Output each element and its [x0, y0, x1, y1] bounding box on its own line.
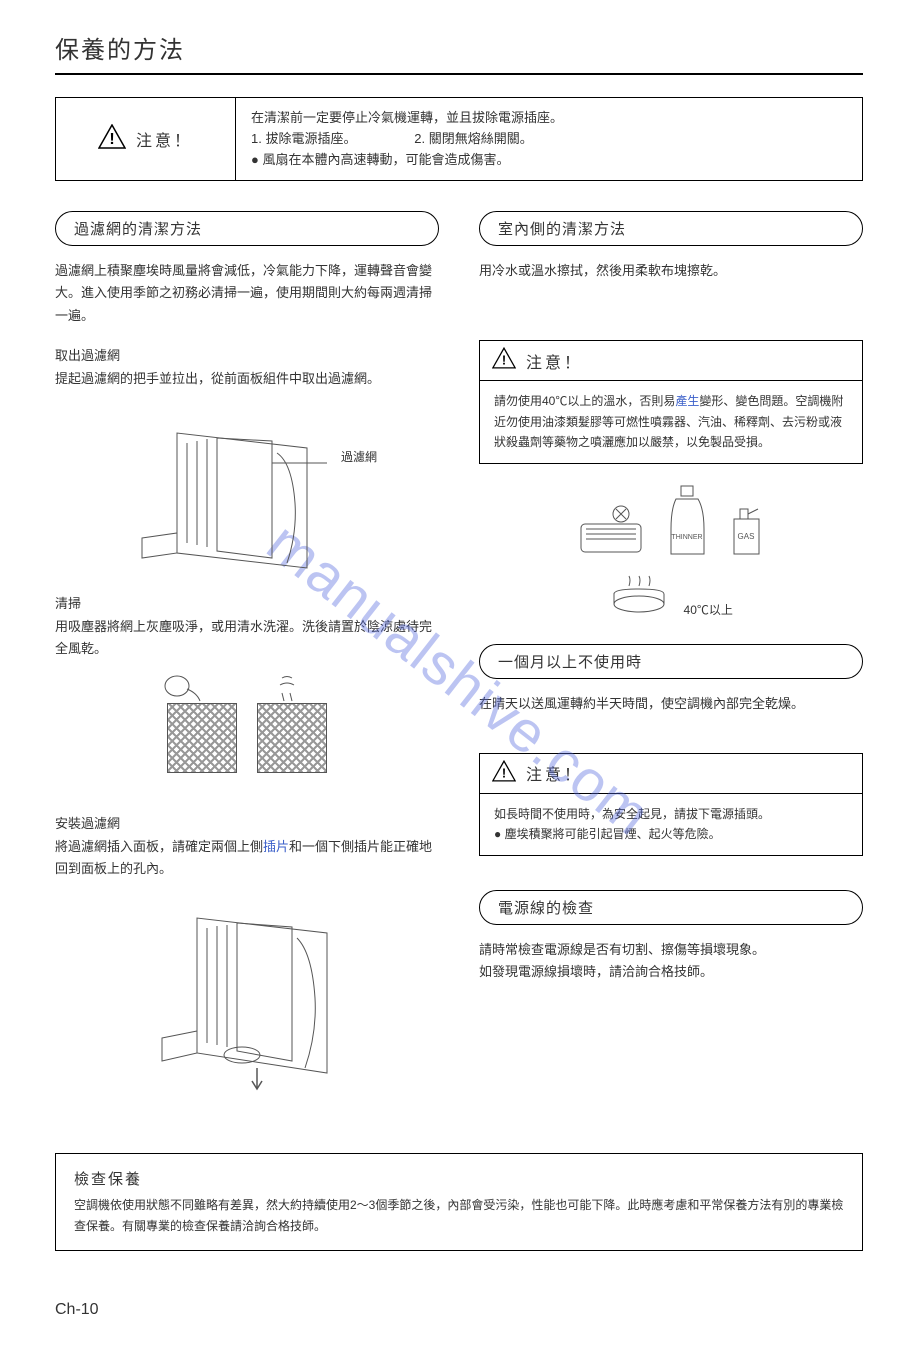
ac-unit-icon	[576, 499, 651, 559]
hot-water-icon	[609, 574, 669, 614]
thinner-bottle-icon: THINNER	[666, 484, 711, 559]
power-line2: 如發現電源線損壞時，請洽詢合格技師。	[479, 964, 713, 979]
page-title: 保養的方法	[55, 30, 863, 75]
warning-icon: !	[492, 760, 516, 787]
step2-title: 清掃	[55, 593, 439, 612]
svg-text:GAS: GAS	[738, 532, 755, 541]
indoor-text: 用冷水或溫水擦拭，然後用柔軟布塊擦乾。	[479, 260, 863, 282]
section-header-power: 電源線的檢查	[479, 890, 863, 925]
svg-text:!: !	[502, 765, 506, 780]
caution-box-unplug: ! 注意！ 如長時間不使用時，為安全起見，請拔下電源插頭。 ● 塵埃積聚將可能引…	[479, 753, 863, 856]
mesh-icon	[257, 703, 327, 773]
power-line1: 請時常檢查電源線是否有切割、擦傷等損壞現象。	[479, 942, 765, 957]
right-column: 室內側的清潔方法 用冷水或溫水擦拭，然後用柔軟布塊擦乾。 ! 注意！ 請勿使用4…	[479, 211, 863, 1113]
two-column-layout: 過濾網的清潔方法 過濾網上積聚塵埃時風量將會減低，冷氣能力下降，運轉聲音會變大。…	[55, 211, 863, 1113]
section-header-unused: 一個月以上不使用時	[479, 644, 863, 679]
caution-label: 注意！	[526, 349, 583, 373]
inspection-title: 檢查保養	[74, 1168, 844, 1189]
left-column: 過濾網的清潔方法 過濾網上積聚塵埃時風量將會減低，冷氣能力下降，運轉聲音會變大。…	[55, 211, 439, 1113]
step1-title: 取出過濾網	[55, 345, 439, 364]
figure-install-filter	[117, 898, 377, 1098]
inspection-text: 空調機依使用狀態不同雖略有差異，然大約持續使用2～3個季節之後，內部會受污染，性…	[74, 1195, 844, 1236]
step3-text: 將過濾網插入面板，請確定兩個上側插片和一個下側插片能正確地回到面板上的孔內。	[55, 836, 439, 880]
step3-title: 安裝過濾網	[55, 813, 439, 832]
inspection-box: 檢查保養 空調機依使用狀態不同雖略有差異，然大約持續使用2～3個季節之後，內部會…	[55, 1153, 863, 1251]
section-header-indoor: 室內側的清潔方法	[479, 211, 863, 246]
section-header-filter: 過濾網的清潔方法	[55, 211, 439, 246]
chemical-icons: THINNER GAS	[479, 484, 863, 559]
figure-clean-filter	[147, 678, 347, 798]
caution-header: ! 注意！	[480, 754, 862, 794]
caution-body: 請勿使用40℃以上的溫水，否則易產生變形、變色問題。空調機附近勿使用油漆類髮膠等…	[480, 381, 862, 462]
figure-remove-filter: 過濾網	[107, 408, 387, 578]
hot-water-icon-row: 40℃以上	[479, 574, 863, 619]
mesh-icon	[167, 703, 237, 773]
unused-text: 在晴天以送風運轉約半天時間，使空調機內部完全乾燥。	[479, 693, 863, 715]
top-caution-box: ! 注意！ 在清潔前一定要停止冷氣機運轉，並且拔除電源插座。 1. 拔除電源插座…	[55, 97, 863, 181]
temp-label: 40℃以上	[684, 603, 733, 617]
caution-box-temp: ! 注意！ 請勿使用40℃以上的溫水，否則易產生變形、變色問題。空調機附近勿使用…	[479, 340, 863, 463]
svg-text:!: !	[502, 353, 506, 368]
caution-header: ! 注意！	[480, 341, 862, 381]
warning-icon: !	[98, 124, 126, 154]
gas-can-icon: GAS	[726, 504, 766, 559]
intro-text: 過濾網上積聚塵埃時風量將會減低，冷氣能力下降，運轉聲音會變大。進入使用季節之初務…	[55, 260, 439, 326]
caution-items: 1. 拔除電源插座。 2. 關閉無熔絲開關。	[251, 129, 847, 150]
caution-line: 在清潔前一定要停止冷氣機運轉，並且拔除電源插座。	[251, 108, 847, 129]
svg-text:THINNER: THINNER	[671, 534, 702, 541]
power-text: 請時常檢查電源線是否有切割、擦傷等損壞現象。 如發現電源線損壞時，請洽詢合格技師…	[479, 939, 863, 983]
step1-text: 提起過濾網的把手並拉出，從前面板組件中取出過濾網。	[55, 368, 439, 390]
caution-body: 如長時間不使用時，為安全起見，請拔下電源插頭。 ● 塵埃積聚將可能引起冒煙、起火…	[480, 794, 862, 855]
caution-item-1: 1. 拔除電源插座。	[251, 131, 356, 146]
caution-label: 注意！	[526, 761, 583, 785]
caution-line: ● 塵埃積聚將可能引起冒煙、起火等危險。	[494, 824, 848, 844]
page-number: Ch-10	[55, 1301, 863, 1319]
svg-text:!: !	[109, 131, 114, 148]
caution-line: 如長時間不使用時，為安全起見，請拔下電源插頭。	[494, 804, 848, 824]
caution-line: ● 風扇在本體內高速轉動，可能會造成傷害。	[251, 150, 847, 171]
caution-label-cell: ! 注意！	[56, 98, 236, 180]
figure-label: 過濾網	[341, 448, 377, 465]
step2-text: 用吸塵器將網上灰塵吸淨，或用清水洗濯。洗後請置於陰涼處待完全風乾。	[55, 616, 439, 660]
caution-label: 注意！	[136, 127, 193, 151]
caution-item-2: 2. 關閉無熔絲開關。	[414, 131, 532, 146]
warning-icon: !	[492, 347, 516, 374]
caution-body: 在清潔前一定要停止冷氣機運轉，並且拔除電源插座。 1. 拔除電源插座。 2. 關…	[236, 98, 862, 180]
